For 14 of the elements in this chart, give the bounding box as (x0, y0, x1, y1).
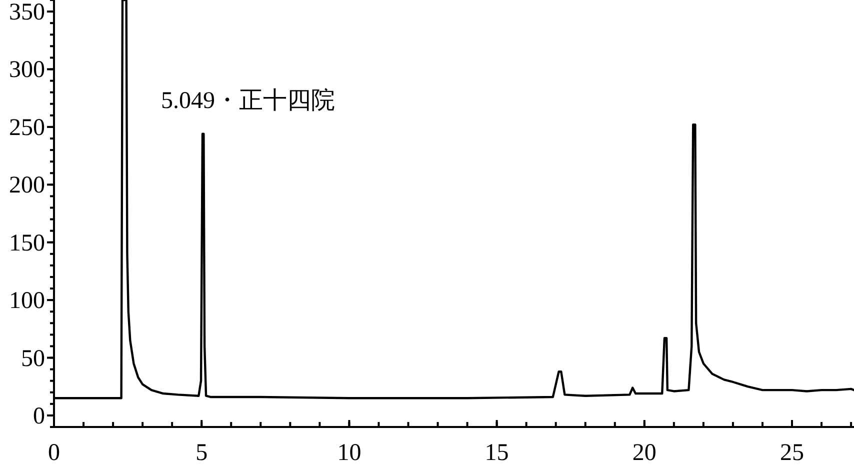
y-tick-label: 0 (33, 403, 45, 430)
x-tick-label: 25 (780, 440, 804, 466)
y-tick-label: 100 (9, 288, 45, 314)
x-tick-label: 15 (484, 440, 509, 466)
y-tick-label: 350 (9, 0, 45, 26)
y-tick-label: 50 (21, 346, 45, 372)
annotation: 5.049・正十四院 (161, 86, 336, 114)
y-tick-label: 150 (9, 230, 45, 256)
x-tick-label: 20 (632, 440, 656, 466)
y-tick-label: 200 (9, 172, 45, 199)
y-tick-label: 250 (9, 114, 45, 141)
x-tick-label: 5 (196, 440, 208, 466)
y-tick-label: 300 (9, 57, 45, 84)
x-tick-label: 10 (337, 440, 362, 466)
